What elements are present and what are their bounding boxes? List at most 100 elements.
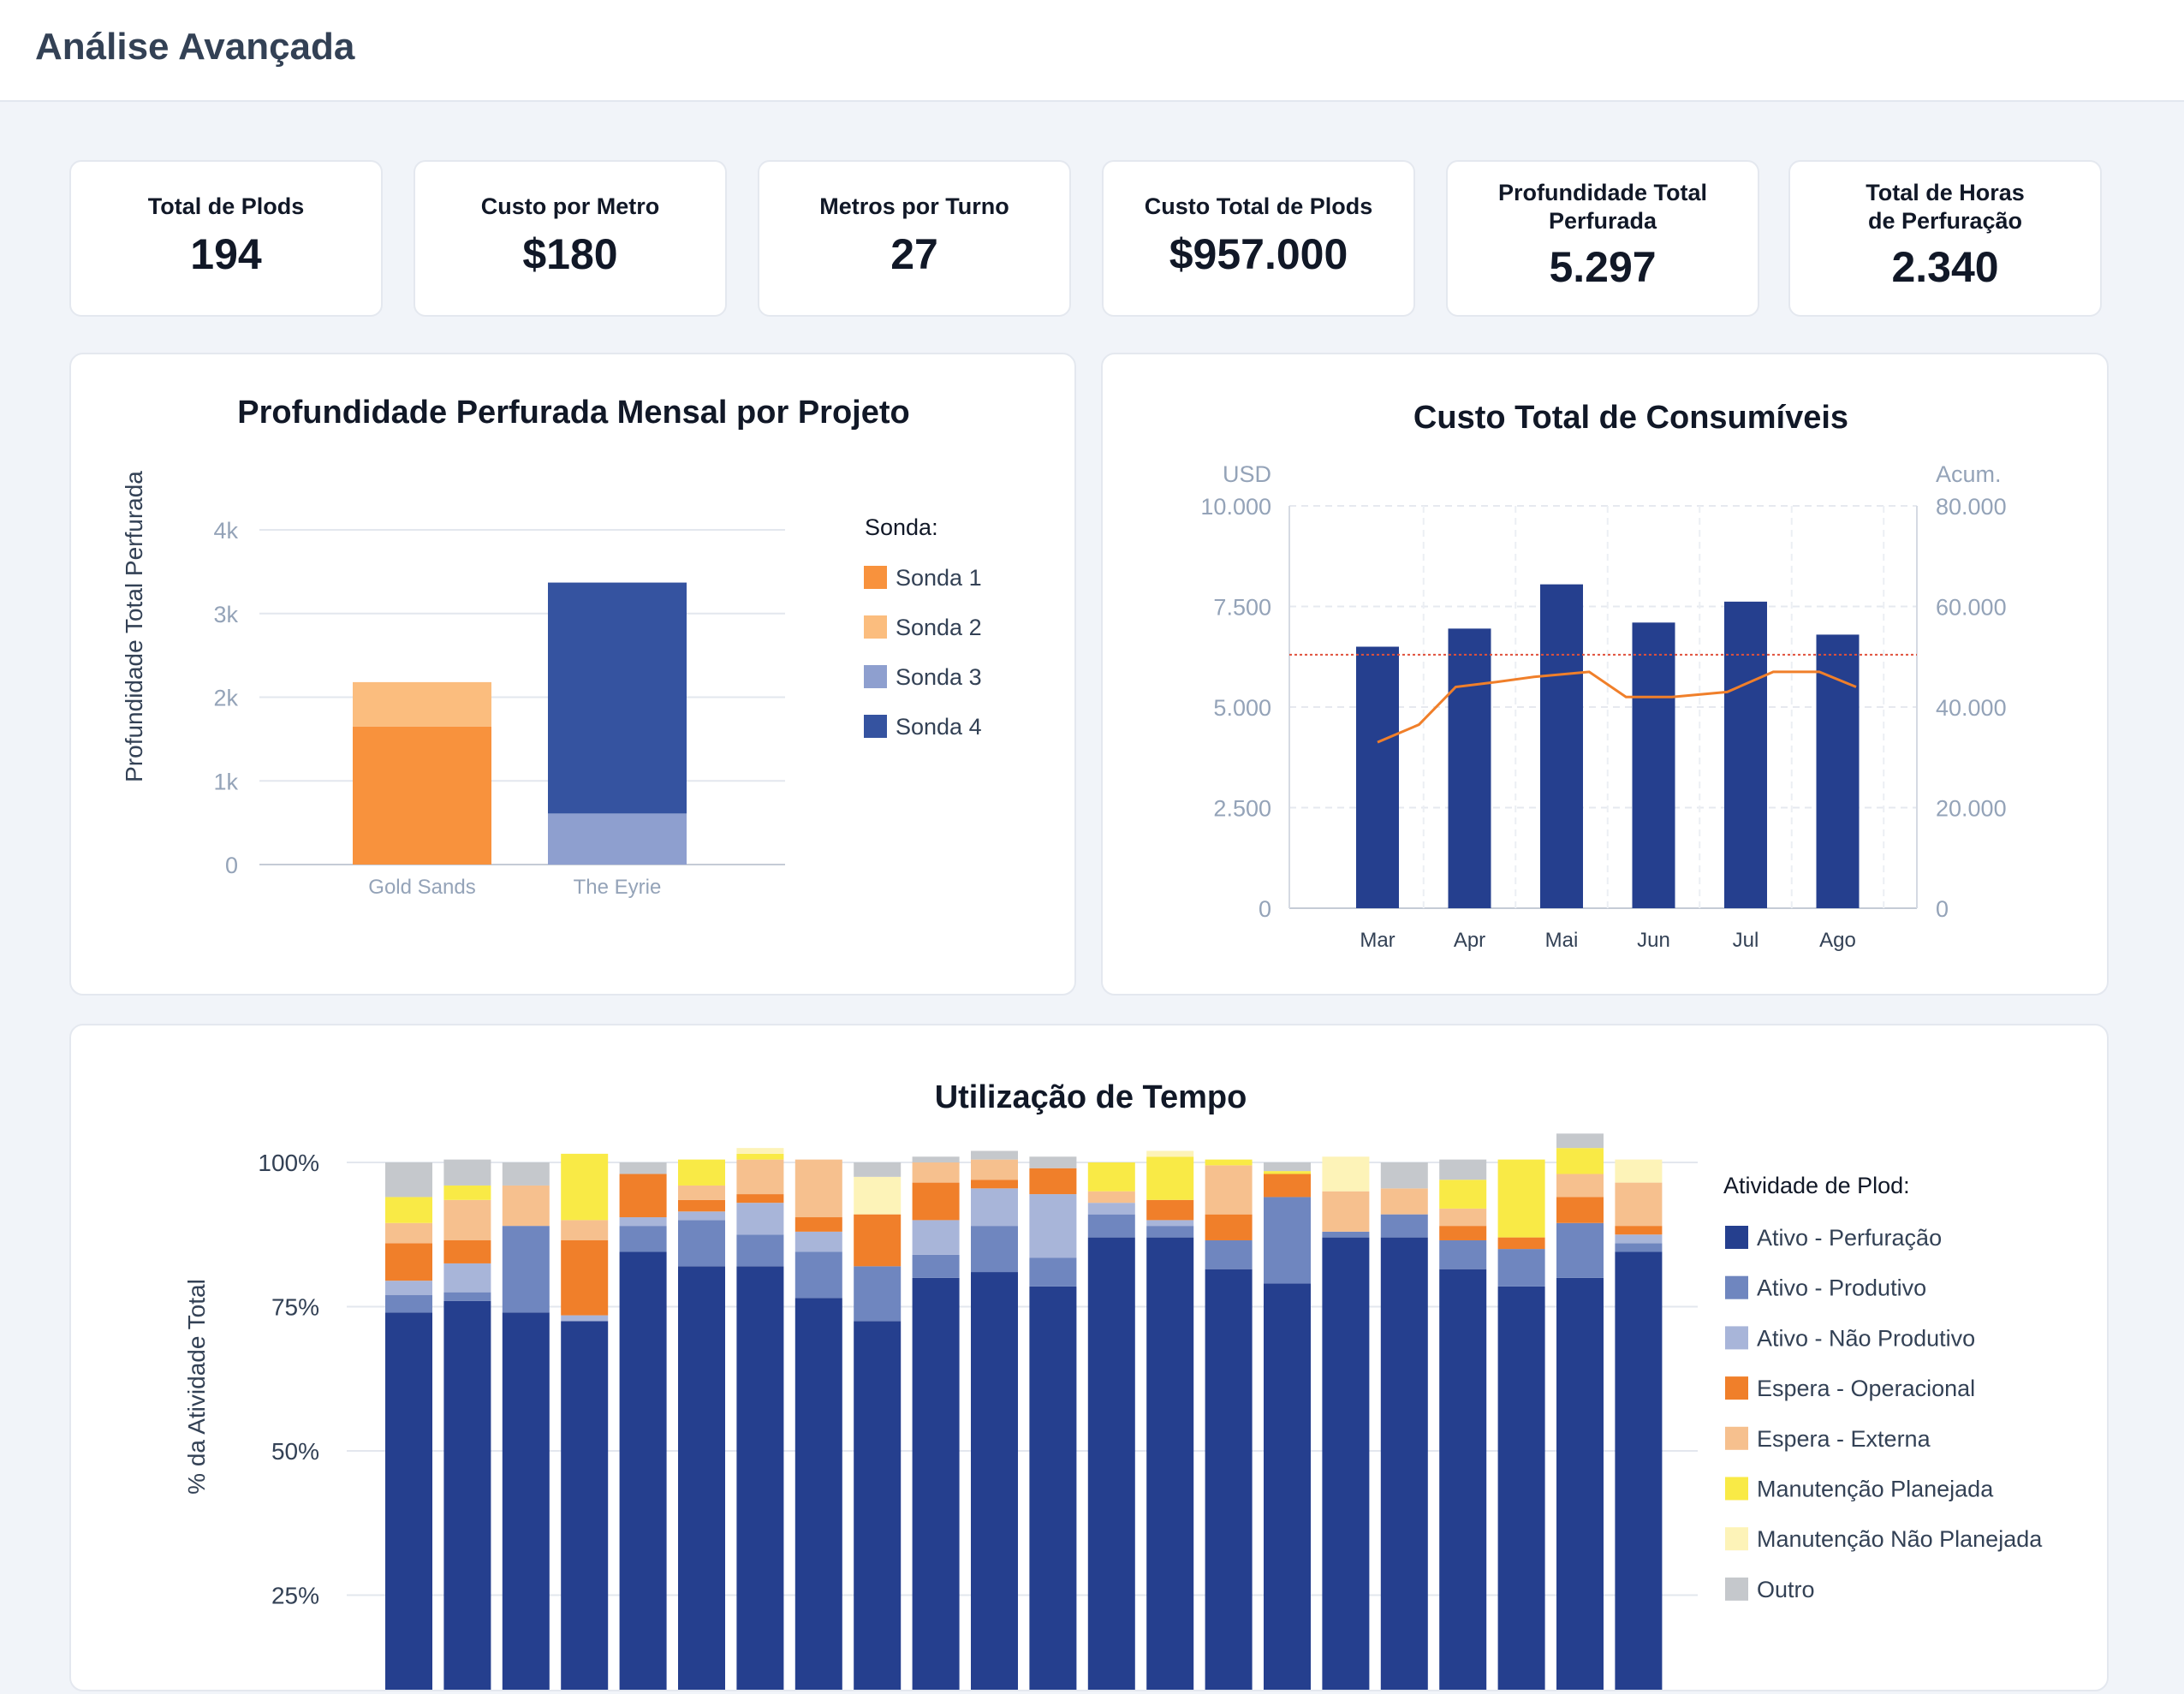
bar-segment[interactable]: [678, 1220, 725, 1267]
bar-segment[interactable]: [385, 1243, 432, 1281]
cost-bar[interactable]: [1540, 584, 1583, 908]
bar-segment[interactable]: [502, 1226, 550, 1313]
bar-segment[interactable]: [854, 1214, 902, 1267]
bar-segment[interactable]: [794, 1217, 842, 1232]
bar-segment[interactable]: [1615, 1251, 1663, 1694]
legend-label[interactable]: Sonda 2: [896, 615, 982, 640]
bar-segment[interactable]: [443, 1292, 491, 1301]
bar-segment[interactable]: [736, 1194, 784, 1204]
bar-segment[interactable]: [1615, 1234, 1663, 1244]
bar-segment[interactable]: [1497, 1237, 1545, 1250]
bar-segment[interactable]: [1556, 1148, 1604, 1174]
legend-label[interactable]: Sonda 3: [896, 664, 982, 690]
bar-segment[interactable]: [1439, 1159, 1487, 1180]
legend-swatch[interactable]: [864, 615, 887, 639]
bar-segment[interactable]: [548, 813, 687, 865]
bar-segment[interactable]: [1380, 1162, 1428, 1189]
bar-segment[interactable]: [1029, 1156, 1077, 1168]
bar-segment[interactable]: [1615, 1159, 1663, 1183]
bar-segment[interactable]: [619, 1251, 667, 1694]
bar-segment[interactable]: [854, 1266, 902, 1322]
legend-swatch[interactable]: [1725, 1275, 1748, 1299]
bar-segment[interactable]: [971, 1272, 1018, 1694]
bar-segment[interactable]: [1264, 1162, 1311, 1172]
bar-segment[interactable]: [443, 1300, 491, 1694]
bar-segment[interactable]: [619, 1226, 667, 1252]
legend-label[interactable]: Espera - Externa: [1757, 1426, 1931, 1452]
bar-segment[interactable]: [1205, 1159, 1253, 1166]
bar-segment[interactable]: [1146, 1150, 1194, 1157]
bar-segment[interactable]: [736, 1203, 784, 1235]
bar-segment[interactable]: [1439, 1208, 1487, 1227]
cost-bar[interactable]: [1724, 601, 1767, 908]
bar-segment[interactable]: [1556, 1197, 1604, 1223]
bar-segment[interactable]: [678, 1266, 725, 1694]
bar-segment[interactable]: [1497, 1286, 1545, 1694]
bar-segment[interactable]: [678, 1159, 725, 1186]
bar-segment[interactable]: [794, 1159, 842, 1218]
bar-segment[interactable]: [1439, 1180, 1487, 1209]
bar-segment[interactable]: [854, 1321, 902, 1694]
legend-swatch[interactable]: [1725, 1426, 1748, 1450]
bar-segment[interactable]: [736, 1159, 784, 1195]
bar-segment[interactable]: [1439, 1269, 1487, 1694]
bar-segment[interactable]: [443, 1159, 491, 1186]
bar-segment[interactable]: [1264, 1197, 1311, 1284]
bar-segment[interactable]: [502, 1162, 550, 1186]
bar-segment[interactable]: [385, 1222, 432, 1244]
bar-segment[interactable]: [385, 1281, 432, 1296]
bar-segment[interactable]: [1029, 1257, 1077, 1287]
bar-segment[interactable]: [548, 582, 687, 814]
cost-bar[interactable]: [1632, 622, 1675, 908]
bar-segment[interactable]: [385, 1312, 432, 1694]
bar-segment[interactable]: [912, 1156, 960, 1162]
bar-segment[interactable]: [502, 1185, 550, 1227]
bar-segment[interactable]: [1087, 1214, 1135, 1238]
bar-segment[interactable]: [1029, 1286, 1077, 1694]
bar-segment[interactable]: [678, 1211, 725, 1221]
bar-segment[interactable]: [1380, 1237, 1428, 1694]
bar-segment[interactable]: [619, 1162, 667, 1174]
legend-swatch[interactable]: [1725, 1477, 1748, 1501]
bar-segment[interactable]: [561, 1239, 609, 1316]
bar-segment[interactable]: [561, 1220, 609, 1240]
bar-segment[interactable]: [1264, 1283, 1311, 1694]
bar-segment[interactable]: [619, 1174, 667, 1218]
bar-segment[interactable]: [971, 1159, 1018, 1180]
bar-segment[interactable]: [353, 726, 491, 865]
legend-label[interactable]: Outro: [1757, 1577, 1815, 1602]
legend-label[interactable]: Sonda 4: [896, 714, 982, 740]
bar-segment[interactable]: [794, 1298, 842, 1694]
bar-segment[interactable]: [1205, 1165, 1253, 1215]
bar-segment[interactable]: [1615, 1182, 1663, 1227]
bar-segment[interactable]: [971, 1226, 1018, 1273]
bar-segment[interactable]: [1556, 1277, 1604, 1694]
bar-segment[interactable]: [1380, 1214, 1428, 1238]
bar-segment[interactable]: [1029, 1168, 1077, 1195]
bar-segment[interactable]: [971, 1150, 1018, 1160]
bar-segment[interactable]: [443, 1263, 491, 1293]
bar-segment[interactable]: [736, 1148, 784, 1154]
bar-segment[interactable]: [971, 1188, 1018, 1227]
legend-swatch[interactable]: [1725, 1326, 1748, 1350]
legend-swatch[interactable]: [1725, 1577, 1748, 1601]
bar-segment[interactable]: [443, 1185, 491, 1200]
bar-segment[interactable]: [1264, 1174, 1311, 1198]
bar-segment[interactable]: [1146, 1156, 1194, 1200]
bar-segment[interactable]: [561, 1315, 609, 1322]
bar-segment[interactable]: [1205, 1239, 1253, 1269]
bar-segment[interactable]: [912, 1162, 960, 1183]
legend-swatch[interactable]: [1725, 1376, 1748, 1400]
bar-segment[interactable]: [1322, 1191, 1370, 1232]
bar-segment[interactable]: [502, 1312, 550, 1694]
bar-segment[interactable]: [1380, 1188, 1428, 1215]
legend-label[interactable]: Manutenção Planejada: [1757, 1477, 1994, 1502]
bar-segment[interactable]: [1087, 1237, 1135, 1694]
bar-segment[interactable]: [1205, 1269, 1253, 1694]
bar-segment[interactable]: [1322, 1231, 1370, 1238]
bar-segment[interactable]: [678, 1199, 725, 1212]
bar-segment[interactable]: [1146, 1220, 1194, 1227]
bar-segment[interactable]: [561, 1153, 609, 1221]
legend-label[interactable]: Sonda 1: [896, 565, 982, 591]
bar-segment[interactable]: [619, 1217, 667, 1227]
